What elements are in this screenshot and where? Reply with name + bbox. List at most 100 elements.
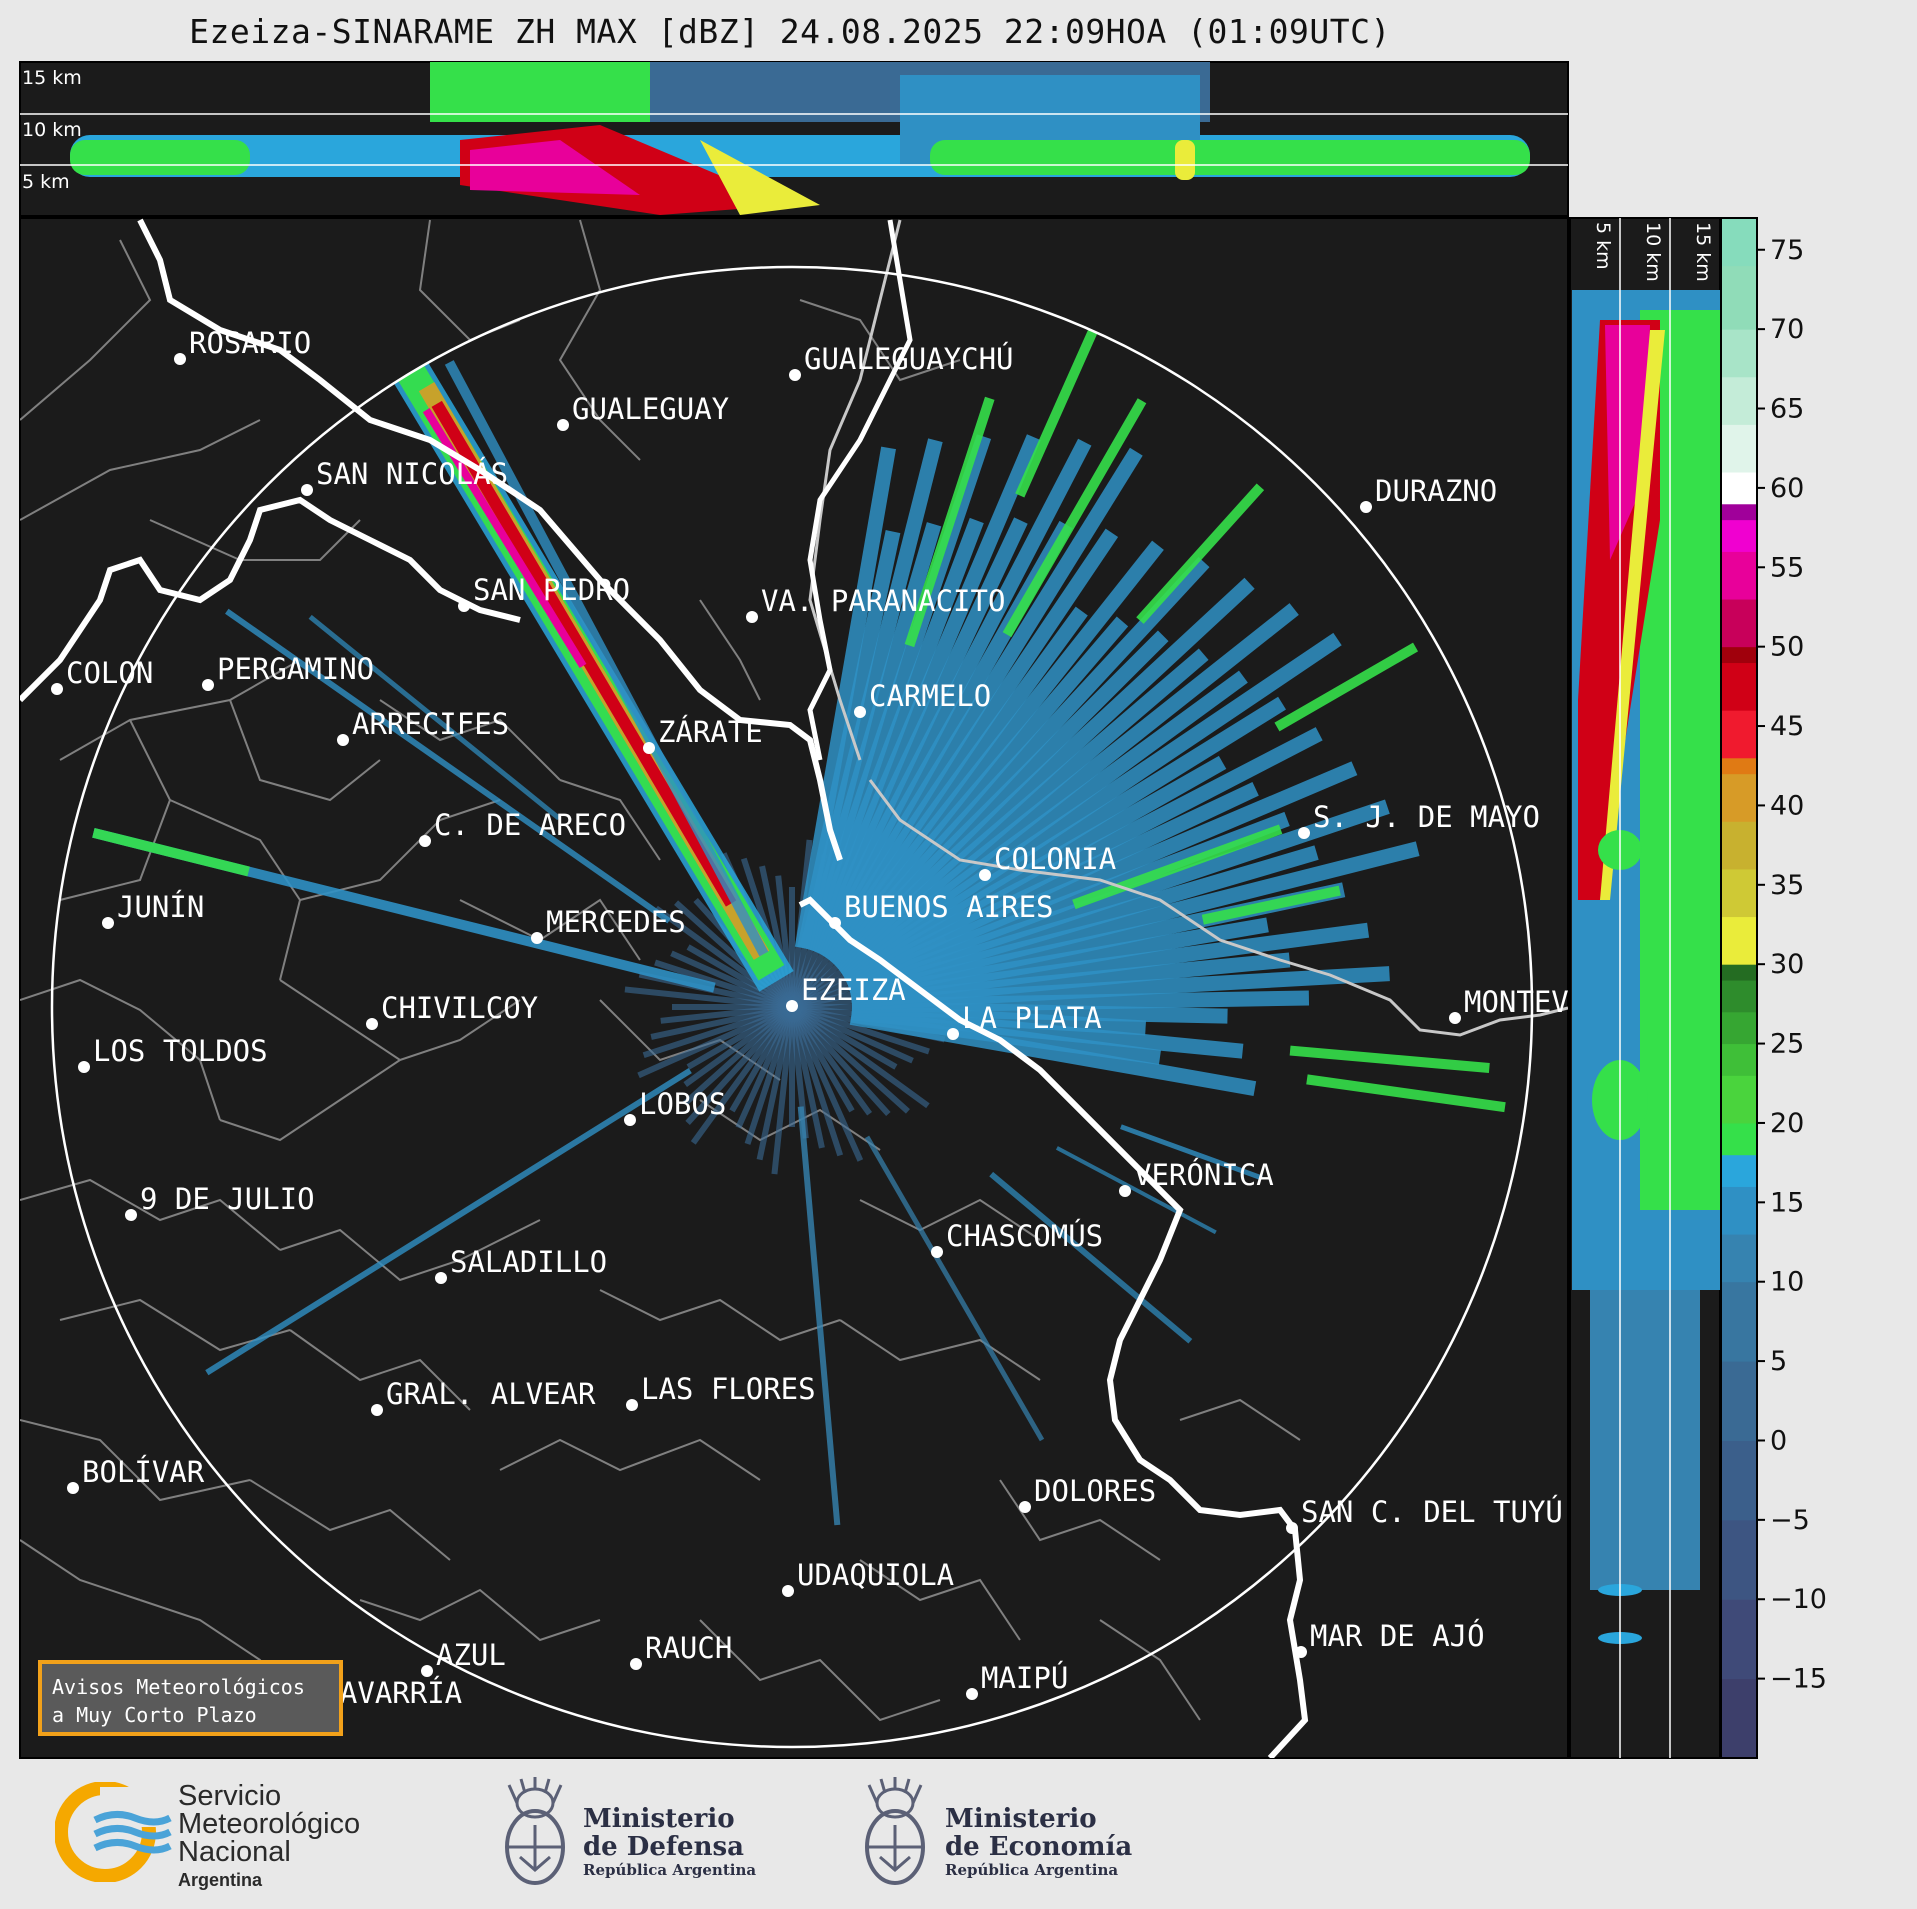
- city-marker: LA PLATA: [947, 1001, 1102, 1040]
- argentine-border-line: [20, 496, 521, 703]
- city-label: CHASCOMÚS: [946, 1219, 1103, 1253]
- city-marker: LOBOS: [624, 1087, 726, 1126]
- colorbar-tick-label: 65: [1770, 394, 1804, 425]
- echo-ray: [797, 1106, 841, 1526]
- city-dot: [624, 1114, 636, 1126]
- city-marker: AZUL: [421, 1638, 506, 1677]
- colorbar-step: [1721, 1519, 1757, 1600]
- colorbar-step: [1721, 424, 1757, 473]
- city-dot: [931, 1246, 943, 1258]
- colorbar-tick-label: 55: [1770, 552, 1804, 583]
- city-marker: CHASCOMÚS: [931, 1219, 1103, 1258]
- city-marker: COLONIA: [979, 842, 1116, 881]
- coat-of-arms-icon: [505, 1777, 565, 1885]
- city-label: PERGAMINO: [217, 652, 374, 686]
- top-label-10km: 10 km: [22, 119, 82, 141]
- city-marker: GRAL. ALVEAR: [371, 1377, 596, 1416]
- colorbar-step: [1721, 1186, 1757, 1235]
- city-marker: UDAQUIOLA: [782, 1558, 954, 1597]
- city-label: ROSARIO: [189, 326, 311, 360]
- echo-ray: [989, 1171, 1193, 1344]
- side-echo-core-max: [1605, 325, 1650, 560]
- colorbar-step: [1721, 376, 1757, 425]
- smn-line-1: Servicio: [178, 1780, 282, 1812]
- city-marker: SAN NICOLÁS: [301, 457, 508, 496]
- city-label: VA. PARANACITO: [761, 584, 1005, 618]
- city-label: RAUCH: [645, 1631, 732, 1665]
- economia-line-3: República Argentina: [945, 1861, 1119, 1879]
- city-label: ZÁRATE: [658, 715, 763, 749]
- top-echo-yellow-cell: [1175, 140, 1195, 180]
- colorbar-step: [1721, 265, 1757, 330]
- city-marker: SAN C. DEL TUYÚ: [1286, 1495, 1563, 1534]
- top-label-5km: 5 km: [22, 171, 70, 193]
- city-marker: LOS TOLDOS: [78, 1034, 268, 1073]
- city-marker: ZÁRATE: [643, 715, 763, 754]
- city-dot: [125, 1209, 137, 1221]
- smn-logo-icon: [55, 1782, 172, 1882]
- city-label: LAS FLORES: [641, 1372, 816, 1406]
- colorbar-step: [1721, 964, 1757, 981]
- city-marker: SALADILLO: [435, 1245, 607, 1284]
- city-dot: [854, 706, 866, 718]
- city-dot: [786, 1000, 798, 1012]
- city-marker: C. DE ARECO: [419, 808, 626, 847]
- echo-ray: [1306, 1074, 1506, 1113]
- colorbar-step: [1721, 980, 1757, 1013]
- parana-delta-line: [807, 219, 913, 761]
- nowcasting-warning-box[interactable]: Avisos Meteorológicos a Muy Corto Plazo: [38, 1660, 343, 1736]
- colorbar-step: [1721, 773, 1757, 822]
- top-label-15km: 15 km: [22, 67, 82, 89]
- economia-line-1: Ministerio: [945, 1804, 1097, 1834]
- city-marker: GUALEGUAYCHÚ: [789, 342, 1014, 381]
- city-dot: [1449, 1012, 1461, 1024]
- colorbar-step: [1721, 599, 1757, 648]
- colorbar-step: [1721, 1599, 1757, 1680]
- city-marker: BUENOS AIRES: [829, 890, 1054, 929]
- city-marker: DOLORES: [1019, 1474, 1156, 1513]
- echo-ray: [864, 1135, 1045, 1442]
- city-marker: MONTEV: [1449, 985, 1568, 1024]
- city-dot: [966, 1688, 978, 1700]
- colorbar-step: [1721, 1361, 1757, 1441]
- city-marker: VA. PARANACITO: [746, 584, 1005, 623]
- economia-line-2: de Economía: [945, 1832, 1133, 1862]
- city-marker: DURAZNO: [1360, 474, 1497, 513]
- echo-ray: [1015, 328, 1098, 498]
- city-marker: LAS FLORES: [626, 1372, 816, 1411]
- colorbar-step: [1721, 472, 1757, 505]
- city-dot: [1298, 827, 1310, 839]
- top-echo-green: [70, 140, 250, 175]
- colorbar-tick-label: 45: [1770, 711, 1804, 742]
- colorbar-tick-label: 60: [1770, 473, 1804, 504]
- defensa-logo-text: Ministerio de Defensa República Argentin…: [583, 1805, 756, 1879]
- top-cross-section-panel: 15 km 10 km 5 km: [19, 61, 1569, 217]
- city-label: LOBOS: [639, 1087, 726, 1121]
- city-dot: [301, 484, 313, 496]
- uruguay-river-line: [808, 219, 902, 761]
- city-label: LA PLATA: [962, 1001, 1102, 1035]
- city-label: LOS TOLDOS: [93, 1034, 268, 1068]
- radar-range-ring: [50, 265, 1534, 1749]
- echo-ray: [1055, 1146, 1217, 1235]
- city-dot: [51, 683, 63, 695]
- city-marker: PERGAMINO: [202, 652, 374, 691]
- city-marker: 9 DE JULIO: [125, 1182, 315, 1221]
- side-label-5km: 5 km: [1592, 222, 1614, 270]
- city-marker: MAR DE AJÓ: [1295, 1619, 1485, 1658]
- colorbar-step: [1721, 757, 1757, 775]
- city-label: DURAZNO: [1375, 474, 1497, 508]
- city-label: GUALEGUAYCHÚ: [804, 342, 1014, 376]
- colorbar-step: [1721, 646, 1757, 664]
- city-label: SAN NICOLÁS: [316, 457, 508, 491]
- colorbar-tick-label: 0: [1770, 1425, 1787, 1456]
- smn-logo-text: Servicio Meteorológico Nacional Argentin…: [178, 1782, 360, 1894]
- colorbar-step: [1721, 1440, 1757, 1521]
- city-label: S. J. DE MAYO: [1313, 800, 1540, 834]
- echo-ray: [431, 400, 737, 907]
- side-cross-section-echo: [1572, 290, 1720, 1644]
- city-label: CARMELO: [869, 679, 991, 713]
- city-label: CHIVILCOY: [381, 991, 538, 1025]
